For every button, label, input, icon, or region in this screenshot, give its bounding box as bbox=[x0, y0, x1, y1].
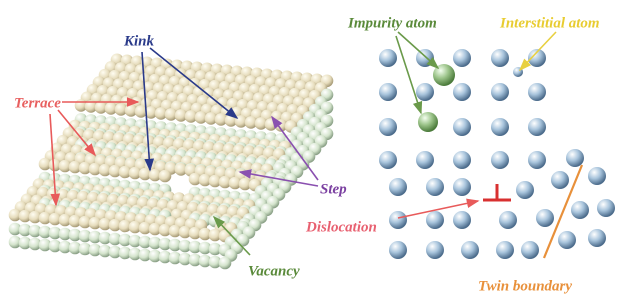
atom bbox=[558, 231, 576, 249]
atom bbox=[516, 181, 534, 199]
atom bbox=[389, 178, 407, 196]
atom bbox=[528, 151, 546, 169]
atom bbox=[416, 151, 434, 169]
atom bbox=[453, 151, 471, 169]
atom bbox=[379, 49, 397, 67]
atom bbox=[379, 151, 397, 169]
atom bbox=[389, 211, 407, 229]
surface-atoms bbox=[9, 54, 334, 270]
atom bbox=[551, 171, 569, 189]
atom bbox=[426, 241, 444, 259]
atom bbox=[416, 83, 434, 101]
label: Twin boundary bbox=[478, 278, 572, 294]
defect-diagram: Kink Terrace Step Vacancy Impurity atom … bbox=[0, 0, 629, 297]
label: Step bbox=[320, 181, 347, 197]
atom bbox=[389, 241, 407, 259]
atom bbox=[521, 241, 539, 259]
atom bbox=[528, 83, 546, 101]
arrow bbox=[396, 36, 421, 113]
atom bbox=[491, 49, 509, 67]
label: Dislocation bbox=[305, 219, 377, 235]
atom bbox=[219, 257, 232, 270]
atom bbox=[461, 241, 479, 259]
atom bbox=[566, 149, 584, 167]
atom bbox=[536, 209, 554, 227]
atom bbox=[426, 211, 444, 229]
atom bbox=[453, 118, 471, 136]
label: Impurity atom bbox=[347, 15, 437, 31]
atom bbox=[528, 118, 546, 136]
label: Interstitial atom bbox=[499, 15, 600, 31]
atom bbox=[453, 49, 471, 67]
atom bbox=[597, 199, 615, 217]
atom bbox=[588, 229, 606, 247]
crystal-atoms bbox=[379, 49, 615, 259]
atom bbox=[379, 83, 397, 101]
atom bbox=[496, 241, 514, 259]
atom bbox=[453, 178, 471, 196]
atom bbox=[571, 201, 589, 219]
atom bbox=[491, 118, 509, 136]
label: Vacancy bbox=[248, 263, 300, 279]
impurity-atom bbox=[418, 112, 438, 132]
atom bbox=[453, 83, 471, 101]
atom bbox=[491, 83, 509, 101]
atom bbox=[588, 167, 606, 185]
atom bbox=[426, 178, 444, 196]
atom bbox=[491, 151, 509, 169]
atom bbox=[379, 118, 397, 136]
atom bbox=[453, 211, 471, 229]
atom bbox=[159, 170, 172, 183]
atom bbox=[499, 211, 517, 229]
label: Terrace bbox=[14, 95, 61, 111]
label: Kink bbox=[123, 33, 155, 49]
